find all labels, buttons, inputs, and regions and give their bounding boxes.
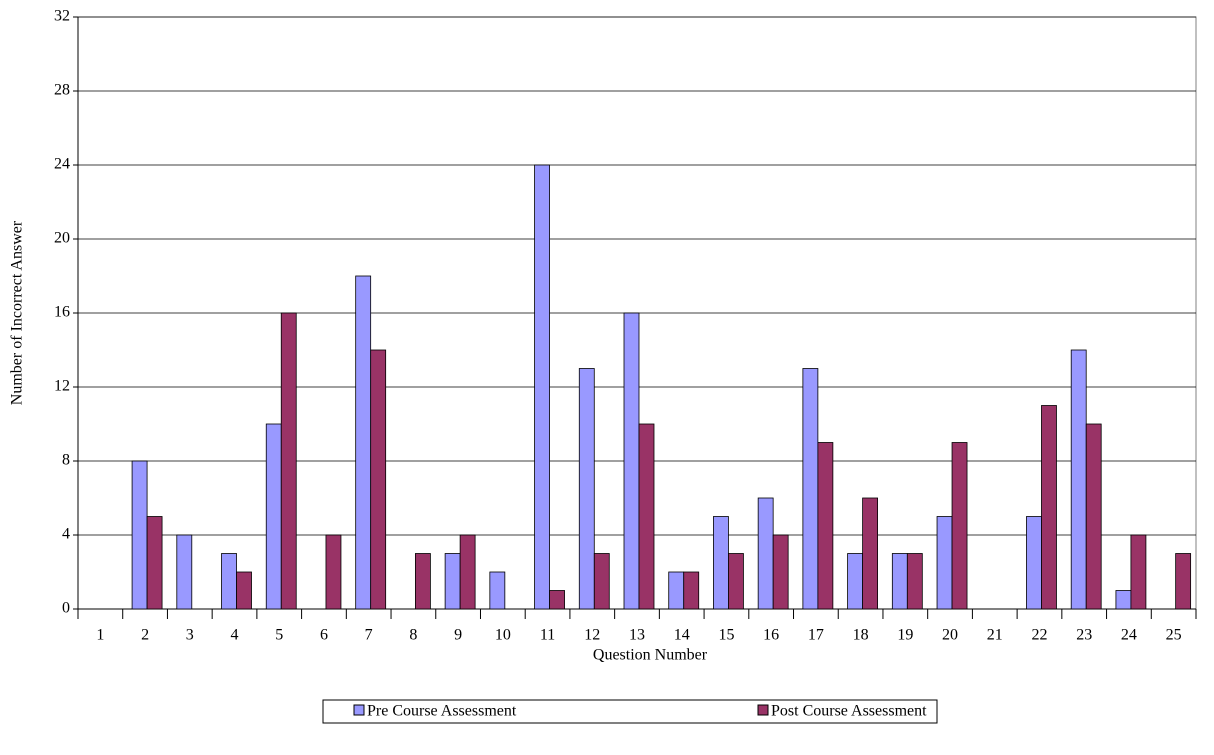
- y-tick-label: 12: [54, 378, 70, 395]
- x-tick-label: 2: [141, 627, 149, 644]
- x-tick-label: 21: [987, 627, 1003, 644]
- bar: [1115, 590, 1132, 610]
- x-tick-label: 22: [1031, 627, 1047, 644]
- legend-swatch: [757, 704, 769, 716]
- bar: [757, 497, 774, 610]
- y-tick-label: 28: [54, 82, 70, 99]
- bar: [1085, 423, 1102, 610]
- bar: [713, 516, 729, 610]
- x-tick-label: 16: [763, 627, 779, 644]
- y-tick-label: 0: [62, 600, 70, 617]
- bar: [370, 349, 387, 610]
- x-tick-label: 15: [718, 627, 734, 644]
- x-tick-label: 20: [942, 627, 958, 644]
- bar: [265, 423, 282, 610]
- legend-swatch: [353, 704, 365, 716]
- y-tick-label: 8: [62, 452, 70, 469]
- x-tick-label: 24: [1121, 627, 1137, 644]
- bar: [891, 553, 908, 610]
- bar: [221, 553, 237, 610]
- x-tick-label: 11: [540, 627, 555, 644]
- x-tick-label: 8: [409, 627, 417, 644]
- x-tick-label: 6: [320, 627, 328, 644]
- x-tick-label: 7: [365, 627, 373, 644]
- y-tick-label: 32: [54, 8, 70, 25]
- bar: [1070, 349, 1087, 610]
- bar: [1026, 516, 1042, 610]
- bar: [459, 534, 476, 610]
- bar: [906, 553, 923, 610]
- bar: [280, 312, 297, 610]
- bar: [444, 553, 461, 610]
- bar: [1041, 405, 1057, 610]
- bar: [683, 571, 700, 610]
- bar: [176, 534, 193, 610]
- y-tick-label: 16: [54, 304, 70, 321]
- bar: [847, 553, 863, 610]
- x-tick-label: 3: [186, 627, 194, 644]
- legend-box: [322, 699, 938, 724]
- bar: [489, 571, 506, 610]
- bar: [414, 553, 431, 610]
- legend-label: Pre Course Assessment: [367, 703, 517, 720]
- bar: [936, 516, 953, 610]
- x-tick-label: 23: [1076, 627, 1092, 644]
- x-tick-label: 17: [808, 627, 824, 644]
- x-tick-label: 5: [275, 627, 283, 644]
- y-tick-label: 4: [62, 526, 70, 543]
- bar: [593, 553, 610, 610]
- x-tick-label: 4: [231, 627, 239, 644]
- bar: [638, 423, 655, 610]
- bar: [802, 368, 819, 610]
- x-tick-label: 25: [1166, 627, 1182, 644]
- bar: [578, 368, 595, 610]
- bar: [236, 571, 252, 610]
- bar: [668, 571, 685, 610]
- bar: [1130, 534, 1147, 610]
- bar: [951, 442, 968, 610]
- bar: [131, 460, 148, 610]
- x-tick-label: 18: [853, 627, 869, 644]
- bar: [623, 312, 640, 610]
- bar: [772, 534, 789, 610]
- x-tick-label: 1: [96, 627, 104, 644]
- bar: [146, 516, 163, 610]
- bar: [549, 590, 565, 610]
- bar: [534, 164, 550, 610]
- x-tick-label: 19: [897, 627, 913, 644]
- x-tick-label: 12: [584, 627, 600, 644]
- x-tick-label: 9: [454, 627, 462, 644]
- x-tick-label: 10: [495, 627, 511, 644]
- bar: [817, 442, 834, 610]
- y-tick-label: 24: [54, 156, 70, 173]
- legend-label: Post Course Assessment: [771, 703, 927, 720]
- x-axis-label: Question Number: [593, 647, 708, 664]
- bar: [862, 497, 878, 610]
- bar: [728, 553, 744, 610]
- bar: [1175, 553, 1192, 610]
- y-axis-label: Number of Incorrect Answer: [9, 220, 26, 405]
- bar: [355, 275, 372, 610]
- x-tick-label: 13: [629, 627, 645, 644]
- x-tick-label: 14: [674, 627, 690, 644]
- y-tick-label: 20: [54, 230, 70, 247]
- bar: [325, 534, 342, 610]
